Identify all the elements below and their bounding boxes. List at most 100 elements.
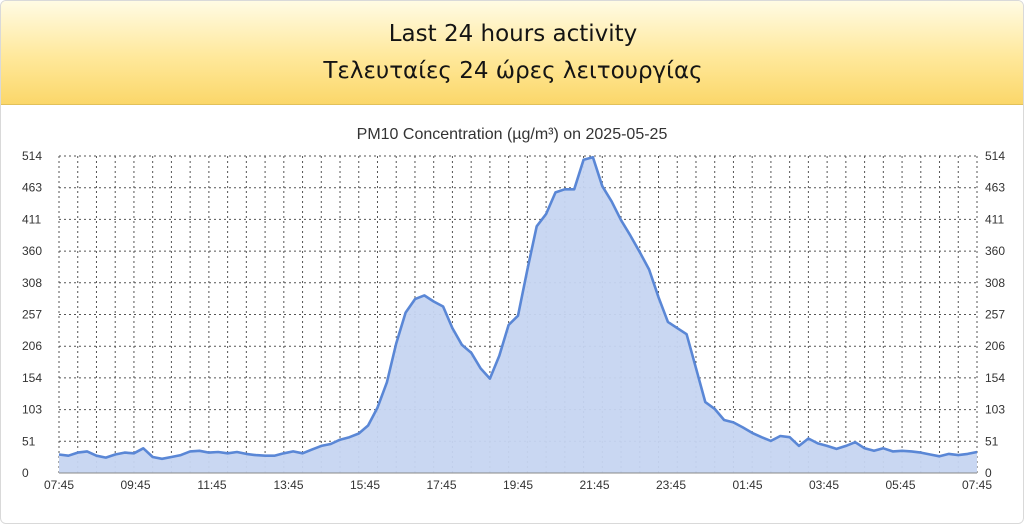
y-tick-label-right: 360 [985, 244, 1005, 258]
pm10-point [620, 219, 622, 221]
pm10-point [976, 451, 978, 453]
pm10-point [920, 451, 922, 453]
y-tick-label-right: 257 [985, 308, 1005, 322]
pm10-point [170, 456, 172, 458]
pm10-point [358, 432, 360, 434]
pm10-point [161, 458, 163, 460]
pm10-point [966, 453, 968, 455]
pm10-point [817, 442, 819, 444]
pm10-point [873, 450, 875, 452]
pm10-point [760, 436, 762, 438]
pm10-line [58, 155, 978, 461]
pm10-point [507, 324, 509, 326]
pm10-point [245, 453, 247, 455]
pm10-point [189, 450, 191, 452]
series-layer [58, 155, 978, 473]
pm10-point [723, 419, 725, 421]
pm10-point [732, 421, 734, 423]
y-tick-label-right: 308 [985, 276, 1005, 290]
pm10-point [301, 452, 303, 454]
y-tick-label-left: 0 [22, 466, 29, 480]
header-banner: Last 24 hours activity Τελευταίες 24 ώρε… [1, 1, 1023, 105]
pm10-point [517, 315, 519, 317]
pm10-point [320, 445, 322, 447]
pm10-point [676, 327, 678, 329]
pm10-point [938, 455, 940, 457]
y-tick-label-right: 514 [985, 149, 1005, 163]
pm10-point [180, 454, 182, 456]
y-tick-label-right: 154 [985, 371, 1005, 385]
axis-layer: 0 0 51 51 103 103 154 154 206 206 257 257 308 308 360 3… [22, 149, 1005, 492]
pm10-point [807, 437, 809, 439]
pm10-point [86, 450, 88, 452]
y-tick-label-right: 51 [985, 434, 999, 448]
x-tick-label: 19:45 [503, 478, 533, 492]
pm10-point [133, 452, 135, 454]
pm10-point [704, 401, 706, 403]
pm10-point [283, 452, 285, 454]
pm10-point [498, 355, 500, 357]
y-tick-label-left: 257 [22, 308, 42, 322]
pm10-point [564, 188, 566, 190]
pm10-point [554, 191, 556, 193]
pm10-point [77, 451, 79, 453]
chart-title: PM10 Concentration (µg/m³) on 2025-05-25 [357, 126, 668, 143]
pm10-point [910, 450, 912, 452]
pm10-point [545, 213, 547, 215]
pm10-point [142, 447, 144, 449]
pm10-point [198, 450, 200, 452]
pm10-point [226, 452, 228, 454]
y-tick-label-left: 411 [22, 212, 41, 226]
pm10-point [863, 447, 865, 449]
pm10-point [461, 344, 463, 346]
x-tick-label: 23:45 [656, 478, 686, 492]
pm10-point [329, 443, 331, 445]
pm10-point [610, 200, 612, 202]
pm10-point [404, 311, 406, 313]
pm10-point [854, 441, 856, 443]
pm10-point [451, 327, 453, 329]
pm10-point [845, 445, 847, 447]
pm10-point [292, 450, 294, 452]
pm10-point [123, 451, 125, 453]
pm10-point [273, 455, 275, 457]
pm10-point [95, 455, 97, 457]
pm10-point [442, 305, 444, 307]
y-tick-label-right: 463 [985, 181, 1005, 195]
pm10-point [779, 435, 781, 437]
pm10-point [601, 185, 603, 187]
pm10-point [236, 451, 238, 453]
pm10-point [882, 447, 884, 449]
pm10-point [470, 352, 472, 354]
pm10-point [367, 424, 369, 426]
pm10-point [395, 342, 397, 344]
x-tick-label: 11:45 [197, 478, 226, 492]
pm10-point [695, 367, 697, 369]
x-tick-label: 15:45 [350, 478, 380, 492]
x-tick-label: 01:45 [732, 478, 762, 492]
y-tick-label-left: 514 [22, 149, 42, 163]
pm10-point [948, 453, 950, 455]
y-tick-label-right: 411 [985, 212, 1004, 226]
x-tick-label: 07:45 [44, 478, 74, 492]
pm10-point [536, 225, 538, 227]
x-tick-label: 13:45 [273, 478, 303, 492]
pm10-point [264, 455, 266, 457]
pm10-point [629, 234, 631, 236]
pm10-point [592, 156, 594, 158]
x-tick-label: 09:45 [120, 478, 150, 492]
pm10-point [105, 456, 107, 458]
y-tick-label-left: 154 [22, 371, 42, 385]
y-tick-label-left: 206 [22, 339, 42, 353]
x-tick-label: 17:45 [426, 478, 456, 492]
pm10-area [59, 157, 977, 473]
pm10-point [348, 436, 350, 438]
pm10-point [639, 251, 641, 253]
pm10-point [255, 454, 257, 456]
pm10-point [479, 367, 481, 369]
pm10-point [423, 294, 425, 296]
pm10-point [788, 436, 790, 438]
pm10-point [386, 381, 388, 383]
pm10-point [929, 453, 931, 455]
